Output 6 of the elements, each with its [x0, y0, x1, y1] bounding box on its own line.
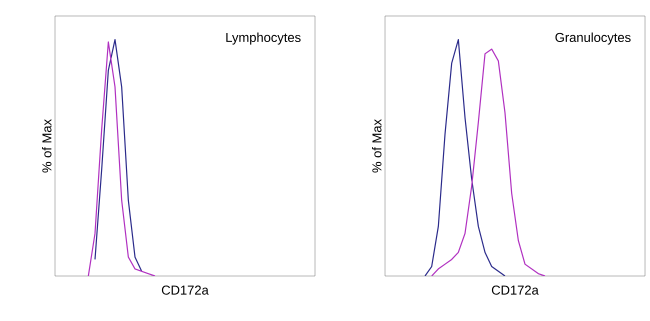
x-axis-title: CD172a	[492, 286, 539, 295]
annotation: Granulocytes	[555, 32, 631, 45]
x-axis-title: CD172a	[162, 286, 209, 295]
annotation: Lymphocytes	[226, 32, 301, 45]
y-axis-title: % of Max	[372, 119, 382, 173]
y-axis-title: % of Max	[42, 119, 52, 173]
